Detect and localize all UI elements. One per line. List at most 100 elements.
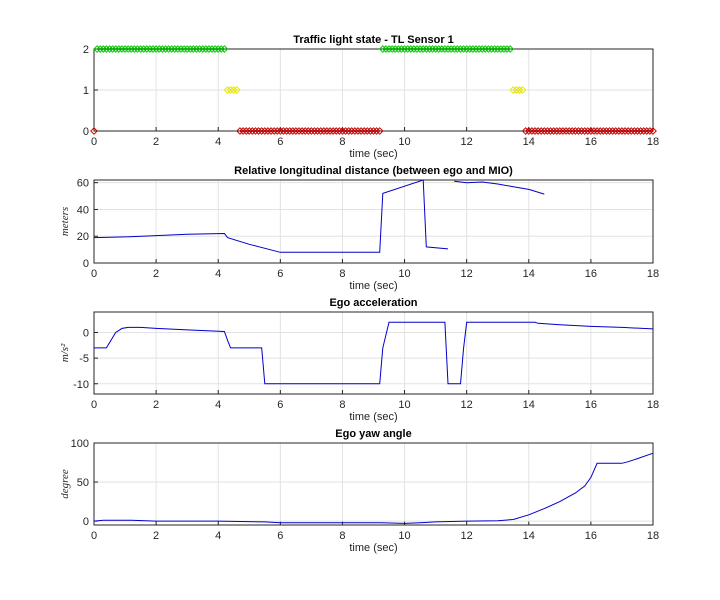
chart-panel-3: 0 2 4 6 8 10 12 14 16 18 -10 -5 0 Ego acceleration tim… xyxy=(59,297,659,423)
data-point xyxy=(313,127,322,135)
data-point xyxy=(366,127,375,135)
data-point xyxy=(475,45,483,53)
data-point xyxy=(177,45,185,53)
chart-title: Ego acceleration xyxy=(329,297,417,309)
data-point xyxy=(183,45,192,53)
data-point xyxy=(484,45,493,53)
data-point xyxy=(335,127,344,135)
y-tick-label: -10 xyxy=(73,379,89,391)
data-point xyxy=(531,127,539,135)
data-point xyxy=(198,45,207,53)
data-point xyxy=(332,127,341,135)
y-tick-label: 1 xyxy=(83,85,89,97)
data-point xyxy=(422,45,431,53)
data-point xyxy=(419,45,428,53)
data-point xyxy=(645,127,654,135)
data-point xyxy=(559,127,567,135)
data-point xyxy=(338,127,347,135)
data-point xyxy=(102,45,111,53)
data-point xyxy=(350,127,359,135)
data-point xyxy=(605,127,614,135)
data-point xyxy=(223,86,232,94)
data-point xyxy=(444,45,452,53)
data-point xyxy=(639,127,648,135)
data-point xyxy=(288,127,297,135)
data-point xyxy=(276,127,285,135)
data-point xyxy=(540,127,549,135)
axes-box xyxy=(93,179,654,264)
data-point xyxy=(524,127,533,135)
data-point xyxy=(220,45,229,53)
data-point xyxy=(599,127,608,135)
x-tick-label: 14 xyxy=(523,530,535,542)
data-point xyxy=(521,127,530,135)
data-point xyxy=(270,127,279,135)
data-point xyxy=(139,45,148,53)
data-point xyxy=(431,45,440,53)
data-point xyxy=(590,127,598,135)
data-point xyxy=(375,127,384,135)
data-point xyxy=(503,45,511,53)
x-tick-label: 0 xyxy=(91,530,97,542)
data-point xyxy=(90,127,98,135)
data-point xyxy=(490,45,499,53)
data-point xyxy=(273,127,282,135)
x-tick-label: 14 xyxy=(523,136,535,148)
x-tick-label: 2 xyxy=(153,530,159,542)
data-point xyxy=(217,45,226,53)
x-tick-label: 12 xyxy=(461,399,473,411)
data-point xyxy=(385,45,393,53)
y-axis-label: m/s² xyxy=(59,343,71,362)
data-point xyxy=(611,127,620,135)
data-point xyxy=(462,45,471,53)
data-point xyxy=(93,45,102,53)
chart-title: Relative longitudinal distance (between … xyxy=(234,165,513,177)
x-tick-label: 0 xyxy=(91,399,97,411)
data-point xyxy=(298,127,306,135)
data-point xyxy=(304,127,313,135)
series-line xyxy=(93,452,654,524)
x-tick-label: 4 xyxy=(215,136,221,148)
x-tick-label: 2 xyxy=(153,399,159,411)
data-point xyxy=(307,127,316,135)
data-point xyxy=(127,45,136,53)
x-tick-label: 6 xyxy=(277,399,283,411)
data-point xyxy=(267,127,275,135)
data-point xyxy=(245,127,254,135)
x-tick-label: 18 xyxy=(647,268,659,280)
data-point xyxy=(409,45,418,53)
data-point xyxy=(164,45,173,53)
data-point xyxy=(596,127,605,135)
x-tick-label: 10 xyxy=(398,268,410,280)
chart-title: Ego yaw angle xyxy=(335,428,411,440)
y-tick-label: 0 xyxy=(83,258,89,270)
data-point xyxy=(291,127,300,135)
x-tick-label: 8 xyxy=(339,268,345,280)
x-tick-label: 16 xyxy=(585,136,597,148)
series-line xyxy=(93,179,449,253)
x-tick-label: 8 xyxy=(339,399,345,411)
data-point xyxy=(621,127,629,135)
data-point xyxy=(614,127,623,135)
data-point xyxy=(555,127,564,135)
data-point xyxy=(201,45,210,53)
x-tick-label: 18 xyxy=(647,399,659,411)
data-point xyxy=(481,45,490,53)
series-line xyxy=(94,321,654,385)
data-point xyxy=(118,45,126,53)
data-point xyxy=(316,127,325,135)
x-tick-label: 18 xyxy=(647,136,659,148)
data-point xyxy=(487,45,496,53)
y-tick-label: 60 xyxy=(77,178,89,190)
y-tick-label: 100 xyxy=(71,438,89,450)
x-axis-label: time (sec) xyxy=(349,148,397,160)
data-point xyxy=(627,127,636,135)
data-point xyxy=(437,45,446,53)
data-point xyxy=(251,127,260,135)
data-point xyxy=(562,127,570,135)
y-tick-label: 20 xyxy=(77,231,89,243)
data-point xyxy=(204,45,213,53)
data-point xyxy=(441,45,449,53)
